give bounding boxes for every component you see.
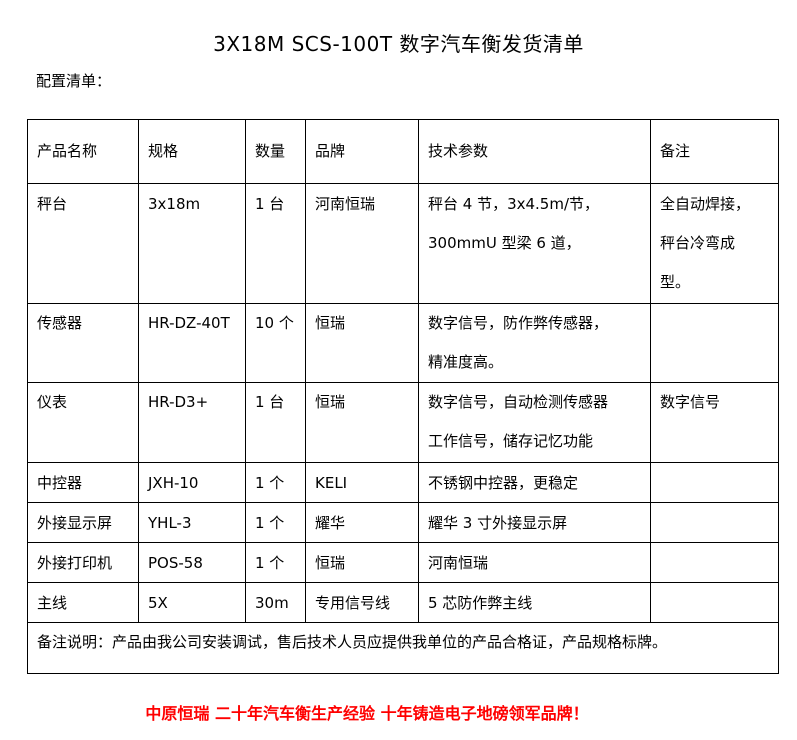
tech-line: 不锈钢中控器，更稳定 [428, 473, 579, 492]
cell-qty: 1 个 [245, 502, 306, 543]
cell-tech: 耀华 3 寸外接显示屏 [418, 502, 651, 543]
cell-tech: 数字信号，防作弊传感器， 精准度高。 [418, 303, 651, 383]
cell-qty: 1 个 [245, 542, 306, 583]
header-cell: 产品名称 [27, 119, 139, 184]
config-list-label: 配置清单： [36, 72, 112, 90]
cell-qty: 1 台 [245, 382, 306, 463]
cell-name: 外接打印机 [27, 542, 139, 583]
tech-line: 秤台 4 节，3x4.5m/节， [428, 195, 600, 213]
tech-line: 工作信号，储存记忆功能 [428, 432, 594, 450]
cell-name: 外接显示屏 [27, 502, 139, 543]
header-cell: 备注 [650, 119, 779, 184]
cell-spec: 3x18m [138, 183, 246, 304]
remark-line: 秤台冷弯成 [660, 234, 736, 252]
cell-brand: 河南恒瑞 [305, 183, 419, 304]
cell-spec: YHL-3 [138, 502, 246, 543]
cell-remark [650, 462, 779, 503]
cell-remark: 全自动焊接， 秤台冷弯成型。 [650, 183, 779, 304]
table-row: 主线 5X 30m 专用信号线 5 芯防作弊主线 [27, 582, 779, 623]
cell-brand: 恒瑞 [305, 303, 419, 383]
cell-remark: 数字信号 [650, 382, 779, 463]
cell-qty: 10 个 [245, 303, 306, 383]
note-text: 备注说明：产品由我公司安装调试，售后技术人员应提供我单位的产品合格证，产品规格标… [27, 622, 779, 674]
cell-brand: 恒瑞 [305, 382, 419, 463]
cell-brand: 专用信号线 [305, 582, 419, 623]
tech-line: 300mmU 型梁 6 道， [428, 234, 581, 252]
header-cell: 技术参数 [418, 119, 651, 184]
cell-spec: POS-58 [138, 542, 246, 583]
cell-tech: 数字信号，自动检测传感器 工作信号，储存记忆功能 [418, 382, 651, 463]
cell-remark [650, 502, 779, 543]
tech-line: 5 芯防作弊主线 [428, 593, 533, 612]
cell-name: 传感器 [27, 303, 139, 383]
cell-spec: HR-D3+ [138, 382, 246, 463]
cell-remark [650, 303, 779, 383]
tech-line: 河南恒瑞 [428, 553, 489, 572]
table-header-row: 产品名称 规格 数量 品牌 技术参数 备注 [27, 119, 779, 184]
cell-spec: JXH-10 [138, 462, 246, 503]
document-title: 3X18M SCS-100T 数字汽车衡发货清单 [213, 32, 584, 56]
cell-brand: 耀华 [305, 502, 419, 543]
tech-line: 数字信号，防作弊传感器， [428, 314, 609, 332]
remark-line: 全自动焊接， [660, 195, 751, 213]
tech-line: 耀华 3 寸外接显示屏 [428, 513, 568, 532]
table-row: 中控器 JXH-10 1 个 KELI 不锈钢中控器，更稳定 [27, 462, 779, 503]
cell-qty: 1 个 [245, 462, 306, 503]
header-cell: 品牌 [305, 119, 419, 184]
cell-brand: KELI [305, 462, 419, 503]
table-row: 秤台 3x18m 1 台河南恒瑞 秤台 4 节，3x4.5m/节， 300mmU 型梁 … [27, 183, 779, 304]
cell-tech: 秤台 4 节，3x4.5m/节， 300mmU 型梁 6 道， [418, 183, 651, 304]
table-row: 仪表 HR-D3+ 1 台恒瑞 数字信号，自动检测传感器 工作信号，储存记忆功能 数字信号 [27, 382, 779, 463]
cell-name: 主线 [27, 582, 139, 623]
table-row: 外接显示屏 YHL-3 1 个耀华 耀华 3 寸外接显示屏 [27, 502, 779, 543]
company-slogan: 中原恒瑞 二十年汽车衡生产经验 十年铸造电子地磅领军品牌！ [145, 704, 589, 723]
remark-line: 型。 [660, 273, 691, 291]
header-cell: 数量 [245, 119, 306, 184]
tech-line: 精准度高。 [428, 353, 504, 371]
cell-spec: HR-DZ-40T [138, 303, 246, 383]
cell-qty: 1 台 [245, 183, 306, 304]
cell-remark [650, 542, 779, 583]
cell-remark [650, 582, 779, 623]
cell-brand: 恒瑞 [305, 542, 419, 583]
tech-line: 数字信号，自动检测传感器 [428, 393, 609, 411]
shipping-list-table: 产品名称 规格 数量 品牌 技术参数 备注 秤台 3x18m 1 台河南恒瑞 秤台 4… [27, 119, 779, 674]
remark-line: 数字信号 [660, 393, 721, 411]
cell-name: 仪表 [27, 382, 139, 463]
header-cell: 规格 [138, 119, 246, 184]
cell-tech: 河南恒瑞 [418, 542, 651, 583]
note-row: 备注说明：产品由我公司安装调试，售后技术人员应提供我单位的产品合格证，产品规格标… [27, 622, 779, 674]
cell-name: 中控器 [27, 462, 139, 503]
cell-tech: 5 芯防作弊主线 [418, 582, 651, 623]
cell-name: 秤台 [27, 183, 139, 304]
cell-qty: 30m [245, 582, 306, 623]
table-row: 传感器 HR-DZ-40T 10 个恒瑞 数字信号，防作弊传感器， 精准度高。 [27, 303, 779, 383]
cell-spec: 5X [138, 582, 246, 623]
cell-tech: 不锈钢中控器，更稳定 [418, 462, 651, 503]
table-row: 外接打印机 POS-58 1 个恒瑞 河南恒瑞 [27, 542, 779, 583]
